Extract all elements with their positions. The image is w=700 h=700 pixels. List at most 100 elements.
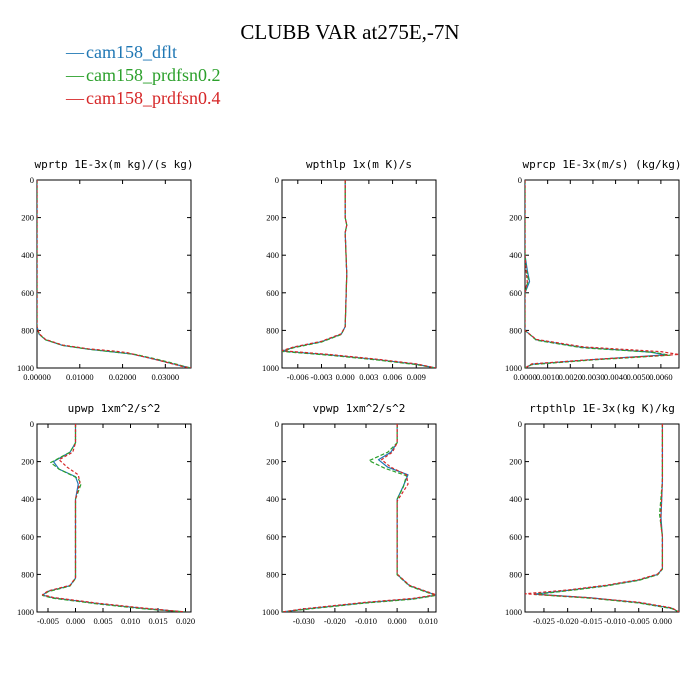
panel-title: upwp 1xm^2/s^2 xyxy=(68,402,161,415)
y-tick-label: 200 xyxy=(509,457,522,467)
series-line xyxy=(525,180,667,368)
y-tick-label: 0 xyxy=(518,175,522,185)
y-tick-label: 600 xyxy=(21,532,34,542)
y-tick-label: 200 xyxy=(266,457,279,467)
x-tick-label: -0.005 xyxy=(628,616,650,626)
x-tick-label: 0.005 xyxy=(93,616,112,626)
y-tick-label: 800 xyxy=(21,325,34,335)
x-tick-label: 0.0060 xyxy=(649,372,672,382)
series-line xyxy=(282,424,436,612)
series-line xyxy=(282,424,436,612)
y-tick-label: 200 xyxy=(509,213,522,223)
legend-line-icon: — xyxy=(66,42,84,62)
panel-title: wprcp 1E-3x(m/s) (kg/kg) xyxy=(523,158,682,171)
x-tick-label: 0.02000 xyxy=(109,372,137,382)
x-tick-label: 0.01000 xyxy=(66,372,94,382)
x-tick-label: -0.020 xyxy=(557,616,579,626)
panel-frame xyxy=(524,179,680,369)
x-tick-label: 0.010 xyxy=(419,616,438,626)
x-tick-label: 0.0020 xyxy=(559,372,582,382)
panel-title: rtpthlp 1E-3x(kg K)/kg xyxy=(529,402,675,415)
series-line xyxy=(282,180,436,368)
panel-frame xyxy=(281,423,437,613)
panel-title: vpwp 1xm^2/s^2 xyxy=(313,402,406,415)
legend-item: — cam158_prdfsn0.2 xyxy=(66,65,220,88)
x-tick-label: 0.00000 xyxy=(23,372,51,382)
series-line xyxy=(525,180,679,368)
x-tick-label: -0.005 xyxy=(37,616,59,626)
series-line xyxy=(533,424,679,612)
x-tick-label: 0.000 xyxy=(388,616,407,626)
panel-title: wprtp 1E-3x(m kg)/(s kg) xyxy=(35,158,194,171)
x-tick-label: 0.0030 xyxy=(581,372,604,382)
series-line xyxy=(41,424,186,612)
y-tick-label: 400 xyxy=(266,250,279,260)
chart-panel: wpthlp 1x(m K)/s 0 200 400 600 800 1000 -0.006-… xyxy=(262,158,437,382)
page-title: CLUBB VAR at275E,-7N xyxy=(240,20,460,44)
y-tick-label: 600 xyxy=(509,532,522,542)
legend-line-icon: — xyxy=(66,65,84,85)
x-tick-label: 0.000 xyxy=(653,616,672,626)
series-group xyxy=(525,424,679,612)
series-line xyxy=(533,424,679,612)
x-tick-label: -0.010 xyxy=(355,616,377,626)
legend-line-icon: — xyxy=(66,88,84,108)
y-tick-label: 0 xyxy=(275,419,279,429)
x-tick-label: 0.015 xyxy=(148,616,167,626)
y-tick-label: 800 xyxy=(21,569,34,579)
series-line xyxy=(37,180,191,368)
y-tick-label: 800 xyxy=(266,569,279,579)
x-tick-label: 0.020 xyxy=(176,616,195,626)
series-line xyxy=(41,424,186,612)
series-group xyxy=(525,180,679,368)
y-tick-label: 1000 xyxy=(262,363,279,373)
chart-panel: upwp 1xm^2/s^2 0 200 400 600 800 1000-0.005 0.0… xyxy=(17,402,195,626)
x-tick-label: 0.003 xyxy=(359,372,378,382)
y-tick-label: 600 xyxy=(21,288,34,298)
x-tick-label: 0.009 xyxy=(407,372,426,382)
x-tick-label: -0.015 xyxy=(580,616,602,626)
chart-panel: wprtp 1E-3x(m kg)/(s kg)0 200 400 600 800 100… xyxy=(17,158,193,382)
y-tick-label: 200 xyxy=(21,457,34,467)
series-group xyxy=(41,424,186,612)
y-tick-label: 800 xyxy=(509,569,522,579)
x-tick-label: 0.006 xyxy=(383,372,402,382)
panel-frame xyxy=(36,179,192,369)
series-line xyxy=(525,180,671,368)
panel-title: wpthlp 1x(m K)/s xyxy=(306,158,412,171)
panel-frame xyxy=(524,423,680,613)
x-tick-label: -0.006 xyxy=(287,372,309,382)
panel-frame xyxy=(281,179,437,369)
y-tick-label: 400 xyxy=(21,494,34,504)
y-tick-label: 0 xyxy=(518,419,522,429)
series-group xyxy=(282,180,436,368)
legend-item: — cam158_prdfsn0.4 xyxy=(66,88,220,111)
chart-panel: rtpthlp 1E-3x(kg K)/kg 0 200 400 600 800 1000 -… xyxy=(505,402,680,626)
y-tick-label: 800 xyxy=(266,325,279,335)
series-group xyxy=(282,424,436,612)
x-tick-label: 0.0000 xyxy=(513,372,536,382)
y-tick-label: 0 xyxy=(30,175,34,185)
series-line xyxy=(282,180,436,368)
x-tick-label: 0.0050 xyxy=(627,372,650,382)
x-tick-label: -0.010 xyxy=(604,616,626,626)
y-tick-label: 0 xyxy=(275,175,279,185)
series-line xyxy=(282,180,436,368)
y-tick-label: 600 xyxy=(266,532,279,542)
y-tick-label: 1000 xyxy=(505,607,522,617)
y-tick-label: 1000 xyxy=(17,363,34,373)
legend-label: cam158_prdfsn0.4 xyxy=(86,88,221,108)
y-tick-label: 200 xyxy=(266,213,279,223)
legend-label: cam158_prdfsn0.2 xyxy=(86,65,221,85)
x-tick-label: 0.03000 xyxy=(152,372,180,382)
x-tick-label: -0.030 xyxy=(293,616,315,626)
y-tick-label: 200 xyxy=(21,213,34,223)
y-tick-label: 1000 xyxy=(17,607,34,617)
x-tick-label: 0.010 xyxy=(121,616,140,626)
chart-panel: wprcp 1E-3x(m/s) (kg/kg)0 200 400 600 800 100… xyxy=(505,158,681,382)
chart-panel: vpwp 1xm^2/s^2 0 200 400 600 800 1000 -0.030 -0.… xyxy=(262,402,438,626)
y-tick-label: 800 xyxy=(509,325,522,335)
y-tick-label: 1000 xyxy=(505,363,522,373)
x-tick-label: -0.003 xyxy=(311,372,333,382)
